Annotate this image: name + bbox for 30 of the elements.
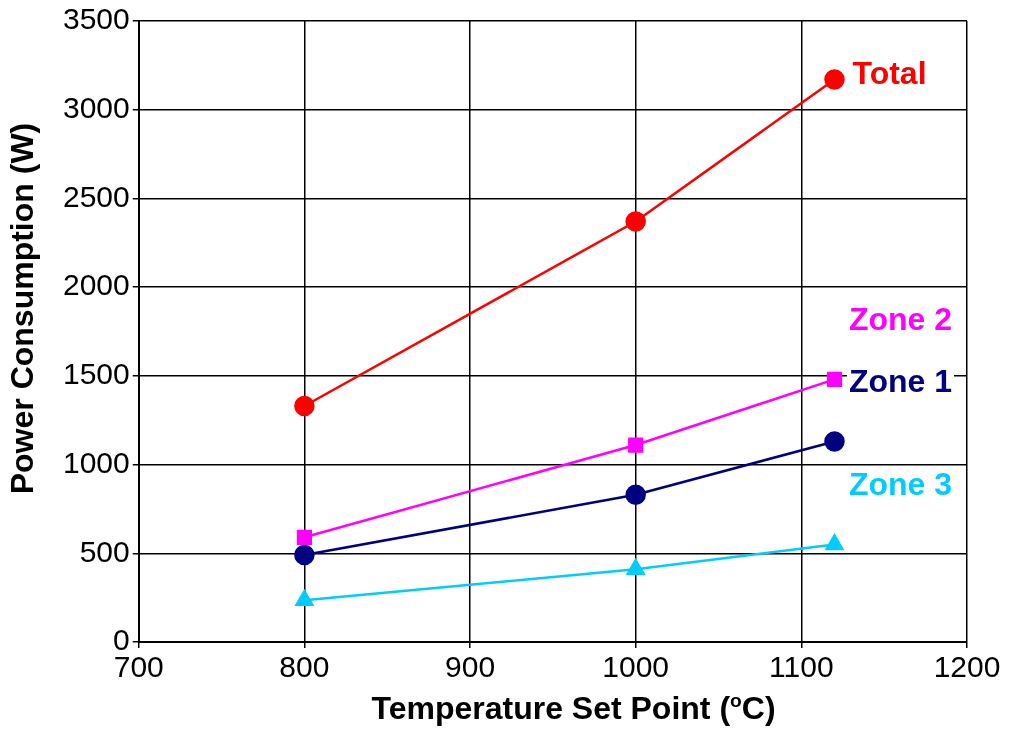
- series-label: Zone 1: [848, 363, 953, 400]
- x-tick-label: 1100: [769, 650, 834, 684]
- y-tick-label: 3000: [62, 90, 130, 124]
- point: [294, 395, 315, 417]
- x-tick-label: 1200: [933, 650, 1001, 684]
- point: [825, 534, 844, 551]
- y-tick-label: 2000: [62, 268, 130, 302]
- series-label: Total: [852, 55, 927, 92]
- point: [295, 590, 314, 607]
- series-label: Zone 2: [848, 301, 953, 338]
- point: [625, 211, 646, 232]
- x-axis-title: Temperature Set Point ($^{o}$C): [370, 690, 777, 727]
- point: [625, 484, 646, 505]
- point: [294, 544, 315, 566]
- x-tick-label: 1000: [602, 650, 670, 684]
- y-tick-label: 1500: [62, 357, 130, 391]
- y-tick-label: 1000: [62, 445, 130, 479]
- point: [824, 431, 845, 452]
- y-tick-label: 3500: [62, 2, 130, 36]
- point: [628, 437, 644, 453]
- x-tick-label: 800: [279, 650, 330, 684]
- y-axis-title: Power Consumption (W): [3, 121, 41, 497]
- point: [826, 371, 843, 388]
- point: [296, 529, 313, 545]
- point: [824, 69, 845, 90]
- point: [626, 559, 645, 575]
- y-tick-label: 2500: [62, 179, 130, 213]
- x-tick-label: 900: [445, 650, 496, 684]
- series-label: Zone 3: [848, 466, 953, 503]
- y-tick-label: 500: [79, 534, 130, 568]
